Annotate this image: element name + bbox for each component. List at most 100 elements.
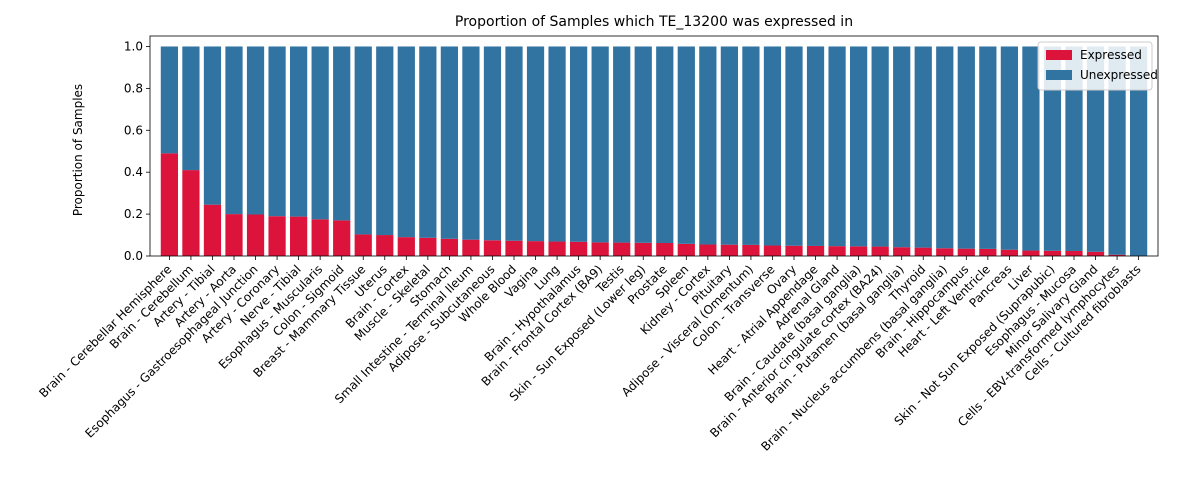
bar-expressed — [526, 241, 545, 256]
bar-unexpressed — [656, 46, 674, 244]
bar-unexpressed — [1065, 46, 1083, 251]
legend-entry: Expressed — [1080, 48, 1142, 62]
bar-expressed — [634, 242, 652, 256]
bar-unexpressed — [763, 46, 782, 246]
bar-unexpressed — [1130, 46, 1148, 257]
bar-expressed — [914, 247, 932, 256]
bar-unexpressed — [1043, 46, 1062, 251]
y-tick-label: 0.2 — [124, 207, 143, 221]
bar-expressed — [850, 246, 868, 256]
bar-expressed — [548, 241, 566, 256]
bar-unexpressed — [182, 46, 200, 171]
bar-unexpressed — [1086, 46, 1105, 252]
bar-unexpressed — [570, 46, 588, 242]
bar-unexpressed — [699, 46, 717, 245]
bar-unexpressed — [828, 46, 846, 247]
bar-expressed — [785, 245, 803, 256]
bar-unexpressed — [548, 46, 566, 242]
legend-swatch — [1046, 50, 1072, 60]
bar-expressed — [290, 216, 308, 256]
bar-expressed — [936, 248, 954, 256]
bar-unexpressed — [290, 46, 308, 217]
bar-unexpressed — [979, 46, 997, 249]
legend-swatch — [1046, 70, 1072, 80]
bar-expressed — [979, 248, 997, 256]
bar-unexpressed — [376, 46, 394, 236]
axes-group — [149, 35, 1159, 257]
bar-expressed — [440, 238, 458, 256]
bar-unexpressed — [203, 46, 222, 205]
bar-expressed — [957, 248, 975, 256]
axes-frame — [149, 35, 1159, 257]
bar-unexpressed — [957, 46, 975, 249]
bar-unexpressed — [225, 46, 243, 215]
bar-expressed — [333, 220, 351, 256]
chart-title: Proportion of Samples which TE_13200 was… — [455, 14, 853, 30]
y-tick-label: 0.6 — [124, 123, 143, 137]
y-axis-label: Proportion of Samples — [71, 84, 85, 216]
bar-expressed — [677, 243, 695, 256]
bar-expressed — [828, 246, 846, 256]
bar-expressed — [203, 204, 222, 256]
bar-unexpressed — [806, 46, 825, 246]
bar-unexpressed — [526, 46, 545, 242]
bar-unexpressed — [1000, 46, 1018, 250]
bar-expressed — [182, 170, 200, 256]
bar-unexpressed — [871, 46, 889, 247]
y-tick-label: 0.8 — [124, 81, 143, 95]
bar-expressed — [397, 237, 415, 256]
bar-expressed — [699, 244, 717, 256]
bar-expressed — [806, 245, 825, 256]
bar-expressed — [1043, 250, 1062, 256]
bar-expressed — [1065, 250, 1083, 256]
bar-expressed — [311, 219, 329, 256]
bar-expressed — [225, 214, 243, 256]
bar-unexpressed — [333, 46, 351, 221]
bar-expressed — [1000, 249, 1018, 256]
bar-expressed — [160, 153, 178, 256]
bar-expressed — [246, 214, 265, 256]
bar-unexpressed — [591, 46, 609, 243]
bar-expressed — [613, 242, 631, 256]
y-tick-labels: 0.0 0.2 0.4 0.6 0.8 1.0 — [124, 39, 150, 263]
bar-unexpressed — [613, 46, 631, 243]
bar-unexpressed — [893, 46, 911, 248]
bar-expressed — [570, 241, 588, 256]
bar-unexpressed — [720, 46, 738, 245]
bar-unexpressed — [914, 46, 932, 248]
bar-expressed — [656, 243, 674, 256]
legend: Expressed Unexpressed — [1037, 41, 1158, 91]
bar-expressed — [462, 239, 480, 256]
bar-unexpressed — [246, 46, 265, 215]
bar-expressed — [419, 237, 437, 256]
bar-unexpressed — [742, 46, 760, 245]
bar-unexpressed — [462, 46, 480, 240]
bar-unexpressed — [419, 46, 437, 238]
bar-unexpressed — [268, 46, 286, 217]
bar-unexpressed — [677, 46, 695, 244]
bar-expressed — [591, 242, 609, 256]
bar-expressed — [1108, 254, 1126, 256]
bar-unexpressed — [440, 46, 458, 239]
bar-unexpressed — [936, 46, 954, 249]
bar-expressed — [354, 234, 372, 256]
bar-expressed — [742, 244, 760, 256]
bar-expressed — [763, 245, 782, 256]
bar-expressed — [1022, 250, 1040, 256]
bar-expressed — [268, 216, 286, 256]
bar-unexpressed — [785, 46, 803, 246]
bar-expressed — [483, 240, 502, 256]
bar-unexpressed — [850, 46, 868, 247]
bar-expressed — [376, 235, 394, 256]
bar-unexpressed — [160, 46, 178, 154]
bar-unexpressed — [1108, 46, 1126, 255]
bar-expressed — [871, 246, 889, 256]
x-tick-label: Brain - Cerebellar Hemisphere — [36, 262, 174, 400]
bar-unexpressed — [483, 46, 502, 241]
bar-expressed — [505, 240, 523, 256]
y-tick-label: 1.0 — [124, 39, 143, 53]
bar-expressed — [893, 247, 911, 256]
bar-unexpressed — [397, 46, 415, 238]
